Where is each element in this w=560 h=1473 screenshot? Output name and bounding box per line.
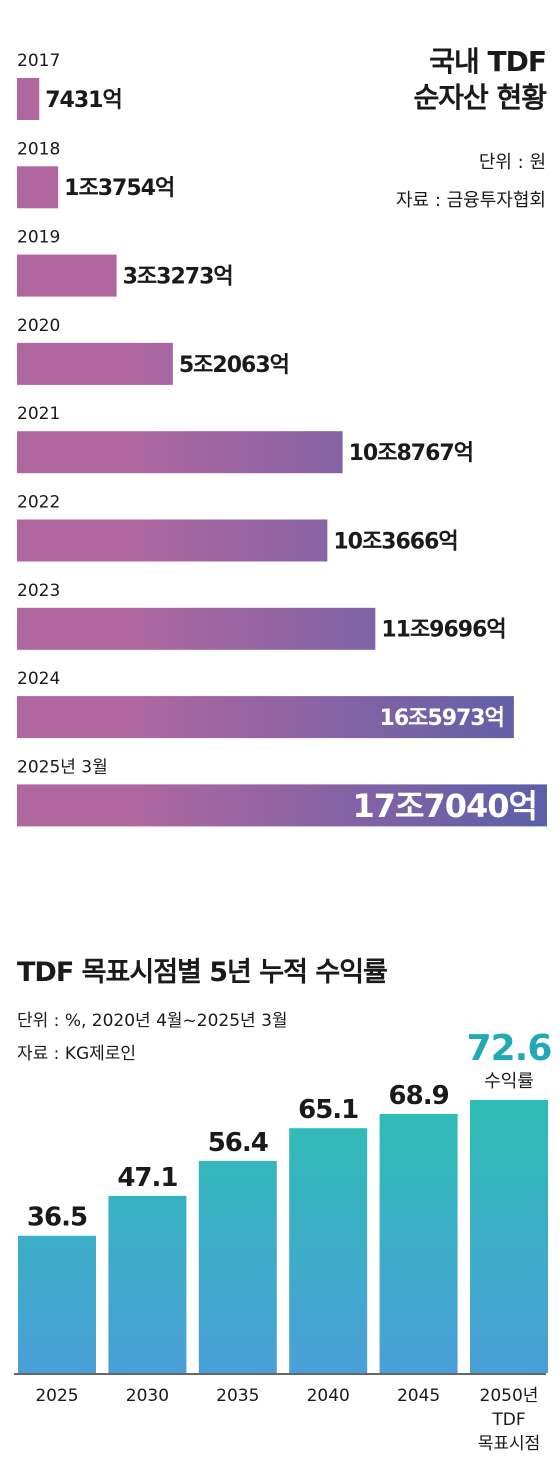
target-year-label: 2045 [397, 1386, 440, 1406]
value-label: 65.1 [298, 1095, 358, 1125]
value-label: 11조9696억 [381, 618, 505, 643]
year-label: 2023 [17, 581, 60, 601]
target-year-label: 2030 [126, 1386, 169, 1406]
value-label: 36.5 [27, 1203, 87, 1233]
value-label: 3조3273억 [123, 265, 233, 290]
chart-title: TDF 목표시점별 5년 누적 수익률 [17, 957, 388, 988]
value-label: 7431억 [45, 88, 121, 113]
asset-bar [17, 519, 328, 562]
target-year-label: 2035 [216, 1386, 259, 1406]
asset-bar [17, 78, 40, 120]
target-year-label: 2025 [35, 1386, 78, 1406]
year-label: 2024 [17, 669, 60, 689]
return-bar [379, 1113, 458, 1373]
asset-bar [17, 784, 547, 827]
chart-title-line-2: 순자산 현황 [413, 81, 547, 114]
year-label: 2019 [17, 228, 60, 248]
value-label: 56.4 [208, 1128, 268, 1158]
return-bar [470, 1100, 548, 1373]
value-label: 1조3754억 [64, 176, 174, 201]
unit-note: 단위 : 원 [478, 152, 546, 173]
value-label: 17조7040억 [353, 787, 537, 825]
year-label: 2022 [17, 493, 60, 513]
unit-note: 단위 : %, 2020년 4월~2025년 3월 [17, 1011, 288, 1031]
year-label: 2025년 3월 [17, 757, 108, 777]
highlight-caption: 수익률 [484, 1071, 534, 1092]
value-label-highlight: 72.6 [467, 1028, 552, 1069]
year-label: 2018 [17, 139, 60, 159]
source-note: 자료 : 금융투자협회 [396, 190, 546, 211]
chart-title: 국내 TDF 순자산 현황 [413, 44, 547, 116]
target-year-label: 2050년 TDF 목표시점 [478, 1386, 541, 1454]
asset-bar [17, 607, 376, 650]
asset-bar [17, 696, 514, 739]
source-note: 자료 : KG제로인 [17, 1044, 137, 1064]
target-year-label: 2040 [307, 1386, 350, 1406]
return-bar [289, 1128, 368, 1373]
returns-bars-svg: 36.5 2025 47.1 2030 56.4 2035 65.1 2040 68.9 2045… [14, 1028, 552, 1454]
value-label: 10조3666억 [333, 529, 457, 554]
asset-bar [17, 342, 173, 385]
asset-bar [17, 254, 117, 297]
value-label: 68.9 [389, 1081, 449, 1111]
year-label: 2020 [17, 316, 60, 336]
value-label: 10조8767억 [349, 441, 473, 466]
chart-title-line-1: 국내 TDF [429, 45, 547, 78]
asset-bar [17, 166, 59, 209]
assets-chart: 국내 TDF 순자산 현황 단위 : 원 자료 : 금융투자협회 2017 743… [17, 44, 547, 827]
asset-bar [17, 431, 343, 474]
value-label: 5조2063억 [179, 353, 289, 378]
year-label: 2017 [17, 51, 60, 71]
returns-chart: TDF 목표시점별 5년 누적 수익률 단위 : %, 2020년 4월~202… [0, 930, 560, 1473]
year-label: 2021 [17, 404, 60, 424]
return-bar [18, 1235, 96, 1373]
return-bar [108, 1195, 187, 1373]
value-label: 16조5973억 [380, 706, 504, 731]
return-bar [198, 1160, 277, 1373]
value-label: 47.1 [117, 1163, 177, 1193]
